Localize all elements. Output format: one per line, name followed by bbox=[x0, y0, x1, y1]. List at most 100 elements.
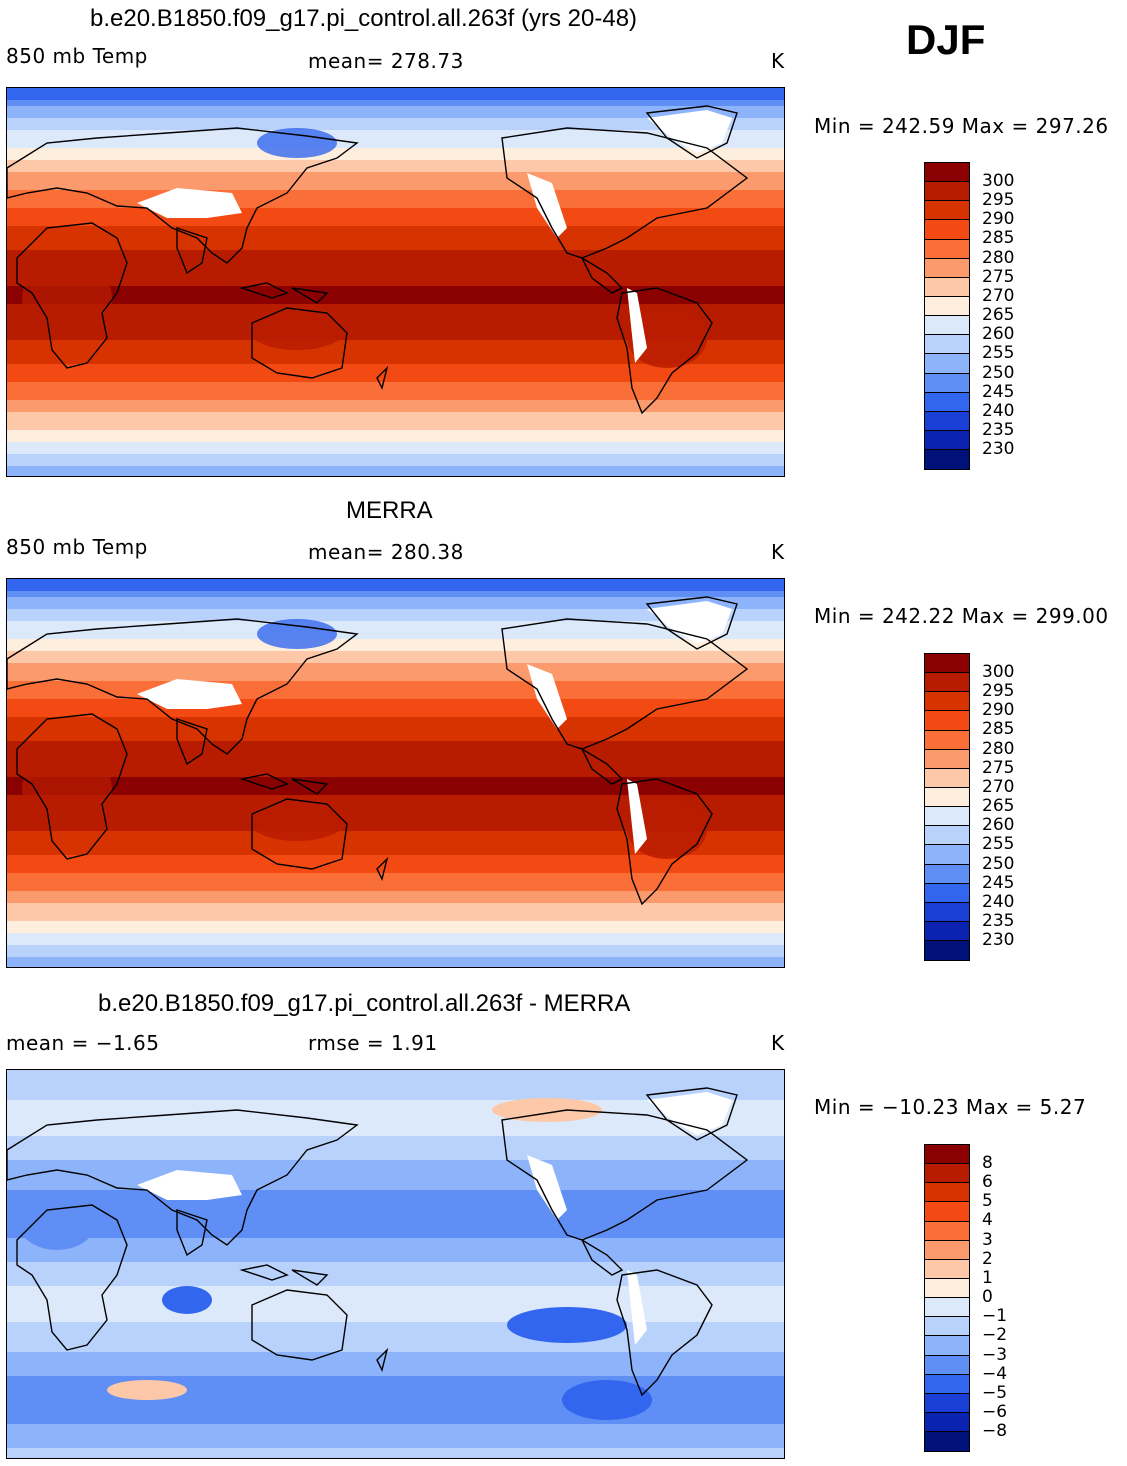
panel-3-rmse: rmse = 1.91 bbox=[308, 1031, 438, 1055]
colorbar-swatch bbox=[925, 1221, 969, 1241]
temperature-band bbox=[7, 591, 784, 598]
temperature-band bbox=[7, 819, 784, 826]
colorbar-label: 280 bbox=[982, 247, 1015, 268]
colorbar-swatch bbox=[925, 392, 969, 412]
temperature-band bbox=[7, 1184, 784, 1191]
coastline bbox=[376, 1347, 389, 1373]
temperature-band bbox=[7, 837, 784, 844]
temperature-band bbox=[7, 280, 784, 287]
temperature-band bbox=[7, 1070, 784, 1077]
colorbar-swatch bbox=[925, 239, 969, 259]
temperature-band bbox=[7, 1142, 784, 1149]
coastline bbox=[616, 1269, 713, 1397]
temperature-band bbox=[7, 442, 784, 449]
colorbar-swatch bbox=[925, 258, 969, 278]
warm-anomaly bbox=[627, 308, 707, 368]
colorbar-label: −2 bbox=[982, 1325, 1008, 1346]
colorbar-swatch bbox=[925, 1298, 969, 1318]
temperature-band bbox=[7, 1280, 784, 1287]
colorbar-label: 265 bbox=[982, 796, 1015, 817]
temperature-band bbox=[7, 358, 784, 365]
temperature-band bbox=[7, 142, 784, 149]
temperature-band bbox=[7, 1394, 784, 1401]
colorbar-swatch bbox=[925, 749, 969, 769]
temperature-band bbox=[7, 951, 784, 958]
colorbar-label: −5 bbox=[982, 1382, 1008, 1403]
temperature-band bbox=[7, 214, 784, 221]
coastline bbox=[239, 282, 289, 299]
temperature-band bbox=[7, 304, 784, 311]
temperature-band bbox=[7, 346, 784, 353]
temperature-band bbox=[7, 394, 784, 401]
temperature-band bbox=[7, 190, 784, 197]
temperature-band bbox=[7, 472, 784, 476]
coastline bbox=[376, 856, 389, 882]
temperature-band bbox=[7, 1220, 784, 1227]
temperature-band bbox=[7, 945, 784, 952]
coastline bbox=[616, 287, 713, 415]
temperature-band bbox=[7, 1418, 784, 1425]
colorbar-swatch bbox=[925, 201, 969, 221]
temperature-band bbox=[7, 933, 784, 940]
colorbar-swatch bbox=[925, 807, 969, 827]
colorbar-swatch bbox=[925, 1336, 969, 1356]
temperature-band bbox=[7, 226, 784, 233]
coastline bbox=[16, 713, 128, 860]
temperature-band bbox=[7, 310, 784, 317]
colorbar-label: 235 bbox=[982, 420, 1015, 441]
colorbar-swatch bbox=[925, 768, 969, 788]
temperature-band bbox=[7, 645, 784, 652]
colorbar-label: −6 bbox=[982, 1402, 1008, 1423]
temperature-band bbox=[7, 406, 784, 413]
temperature-band bbox=[7, 795, 784, 802]
coastline bbox=[239, 1264, 289, 1281]
colorbar-swatch bbox=[925, 864, 969, 884]
panel-2-map bbox=[6, 578, 785, 968]
temperature-band bbox=[7, 963, 784, 967]
temperature-band bbox=[7, 364, 784, 371]
colorbar-label: 285 bbox=[982, 719, 1015, 740]
temperature-band bbox=[7, 765, 784, 772]
colorbar-swatch bbox=[925, 1183, 969, 1203]
rockies-mask bbox=[527, 1155, 567, 1220]
panel-1-title: b.e20.B1850.f09_g17.pi_control.all.263f … bbox=[90, 5, 638, 32]
colorbar-label: 270 bbox=[982, 285, 1015, 306]
temperature-band bbox=[7, 1352, 784, 1359]
temperature-band bbox=[7, 633, 784, 640]
temperature-band bbox=[7, 1304, 784, 1311]
colorbar-swatch bbox=[925, 883, 969, 903]
temperature-band bbox=[7, 1118, 784, 1125]
temperature-band bbox=[7, 621, 784, 628]
temperature-band bbox=[7, 1088, 784, 1095]
colorbar-label: 280 bbox=[982, 738, 1015, 759]
coastline bbox=[176, 1209, 208, 1257]
coastline bbox=[7, 127, 359, 264]
temperature-band bbox=[7, 687, 784, 694]
temperature-band bbox=[7, 448, 784, 455]
panel-2-mean: mean= 280.38 bbox=[308, 540, 464, 564]
colorbar-label: −4 bbox=[982, 1363, 1008, 1384]
temperature-band bbox=[7, 1160, 784, 1167]
colorbar-swatch bbox=[925, 673, 969, 693]
temperature-band bbox=[7, 1148, 784, 1155]
colorbar-label: 250 bbox=[982, 362, 1015, 383]
temperature-band bbox=[7, 753, 784, 760]
colorbar-label: 8 bbox=[982, 1153, 993, 1173]
warm-anomaly bbox=[627, 799, 707, 859]
temperature-band bbox=[7, 430, 784, 437]
temperature-band bbox=[7, 376, 784, 383]
colorbar-label: 4 bbox=[982, 1210, 993, 1231]
temperature-band bbox=[7, 1388, 784, 1395]
temperature-band bbox=[7, 915, 784, 922]
coastline bbox=[16, 1204, 128, 1351]
temperature-band bbox=[7, 603, 784, 610]
temperature-band bbox=[7, 286, 784, 293]
cold-anomaly bbox=[162, 1286, 212, 1314]
colorbar-label: 2 bbox=[982, 1248, 993, 1269]
panel-3-units: K bbox=[771, 1031, 785, 1055]
colorbar-swatch bbox=[925, 1317, 969, 1337]
warm-anomaly bbox=[22, 258, 112, 338]
cold-anomaly bbox=[257, 619, 337, 649]
temperature-band bbox=[7, 861, 784, 868]
temperature-band bbox=[7, 807, 784, 814]
